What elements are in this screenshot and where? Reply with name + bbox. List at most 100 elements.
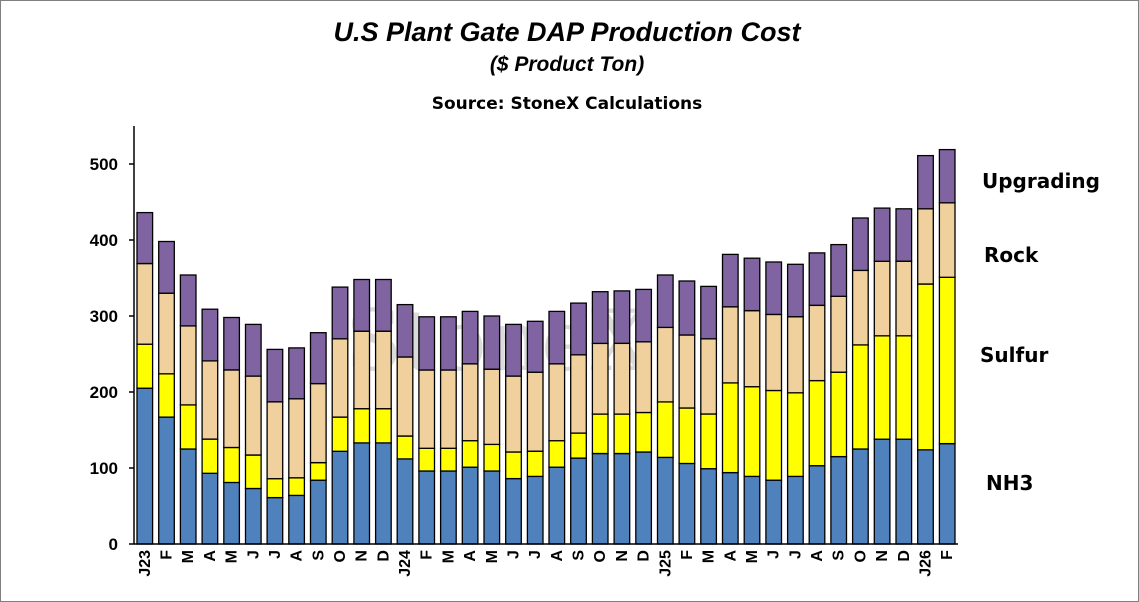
bar-sulfur-22 (613, 413, 631, 455)
bar-nh3-1 (158, 416, 175, 545)
bar-rock-13 (418, 369, 436, 449)
bar-sulfur-32 (830, 371, 848, 458)
bar-upgrading-3 (201, 308, 219, 362)
bar-rock-31 (808, 304, 826, 382)
bar-nh3-20 (570, 457, 587, 545)
x-tick-label-33: O (852, 550, 869, 562)
bar-nh3-37 (938, 443, 956, 545)
x-tick-label-32: S (831, 550, 848, 561)
bar-sulfur-31 (808, 379, 826, 467)
bar-nh3-35 (895, 438, 913, 545)
bar-nh3-12 (396, 458, 414, 545)
bar-rock-12 (396, 356, 414, 437)
x-tick-label-31: A (809, 550, 826, 562)
x-tick-label-6: J (267, 550, 284, 559)
x-tick-label-30: J (787, 550, 804, 559)
x-tick-label-7: A (289, 550, 306, 562)
x-tick-label-17: J (506, 550, 523, 559)
bar-nh3-36 (917, 449, 934, 545)
bar-nh3-30 (786, 475, 804, 545)
bar-nh3-2 (179, 448, 197, 545)
bar-rock-25 (678, 334, 696, 409)
x-tick-label-0: J23 (137, 550, 154, 577)
bar-sulfur-19 (548, 439, 566, 468)
bar-nh3-28 (743, 475, 761, 545)
y-tick-label-400: 400 (90, 231, 118, 250)
x-tick-label-22: N (614, 550, 631, 562)
bar-rock-11 (374, 330, 392, 410)
bar-sulfur-21 (591, 413, 609, 455)
bar-nh3-13 (418, 470, 436, 545)
bar-sulfur-27 (721, 382, 739, 474)
x-tick-label-20: S (571, 550, 588, 561)
x-tick-label-23: D (636, 550, 653, 562)
x-tick-label-26: M (701, 550, 718, 563)
y-tick-label-500: 500 (90, 155, 118, 174)
bar-rock-8 (309, 382, 327, 464)
bar-rock-33 (851, 269, 869, 346)
bar-upgrading-27 (721, 253, 739, 308)
bar-upgrading-15 (461, 310, 479, 365)
x-tick-label-27: A (722, 550, 739, 562)
bar-sulfur-14 (439, 447, 457, 472)
x-tick-label-21: O (592, 550, 609, 562)
bar-rock-22 (613, 342, 631, 415)
bar-sulfur-6 (266, 477, 284, 499)
bar-upgrading-37 (938, 148, 956, 204)
bar-rock-28 (743, 310, 761, 388)
bar-rock-20 (570, 354, 587, 434)
bar-sulfur-17 (505, 451, 522, 480)
bar-upgrading-6 (266, 348, 284, 403)
x-tick-label-1: F (159, 550, 176, 560)
bar-upgrading-26 (700, 285, 718, 340)
legend-label-upgrading: Upgrading (982, 169, 1100, 193)
bar-rock-26 (700, 338, 718, 415)
bar-rock-32 (830, 295, 848, 373)
legend-group: NH3 Sulfur Rock Upgrading (980, 169, 1100, 495)
bar-nh3-16 (483, 470, 501, 545)
bar-nh3-8 (309, 479, 327, 545)
bar-sulfur-7 (288, 477, 306, 497)
bar-sulfur-36 (917, 283, 934, 451)
bar-upgrading-36 (917, 154, 934, 210)
bar-rock-24 (656, 326, 674, 403)
bar-rock-18 (526, 371, 544, 452)
bar-sulfur-20 (570, 432, 587, 459)
bar-nh3-34 (873, 438, 891, 545)
bar-upgrading-7 (288, 347, 306, 400)
bar-sulfur-8 (309, 462, 327, 481)
bar-sulfur-37 (938, 276, 956, 445)
bar-rock-1 (158, 292, 175, 375)
x-tick-label-25: F (679, 550, 696, 560)
bar-rock-0 (136, 262, 154, 345)
bar-sulfur-13 (418, 447, 436, 472)
bar-rock-30 (786, 316, 804, 394)
bar-rock-19 (548, 363, 566, 442)
bar-sulfur-0 (136, 343, 154, 389)
bar-sulfur-18 (526, 450, 544, 478)
bar-rock-35 (895, 260, 913, 337)
bar-sulfur-16 (483, 443, 501, 472)
chart-subtitle: ($ Product Ton) (489, 53, 645, 76)
bar-upgrading-35 (895, 208, 913, 262)
bar-nh3-4 (223, 481, 241, 545)
bar-upgrading-5 (244, 323, 262, 377)
bar-nh3-15 (461, 466, 479, 545)
bar-nh3-6 (266, 496, 284, 545)
bar-rock-29 (765, 313, 783, 392)
bar-nh3-27 (721, 471, 739, 545)
bar-rock-15 (461, 363, 479, 442)
x-tick-label-5: J (245, 550, 262, 559)
bar-upgrading-22 (613, 290, 631, 344)
bar-upgrading-8 (309, 332, 327, 385)
x-tick-label-36: J26 (918, 550, 935, 577)
x-tick-label-18: J (527, 550, 544, 559)
bar-nh3-25 (678, 462, 696, 545)
bar-nh3-26 (700, 468, 718, 545)
bar-upgrading-31 (808, 252, 826, 306)
bar-upgrading-33 (851, 217, 869, 272)
bar-upgrading-28 (743, 257, 761, 312)
x-tick-label-24: J25 (657, 550, 674, 577)
